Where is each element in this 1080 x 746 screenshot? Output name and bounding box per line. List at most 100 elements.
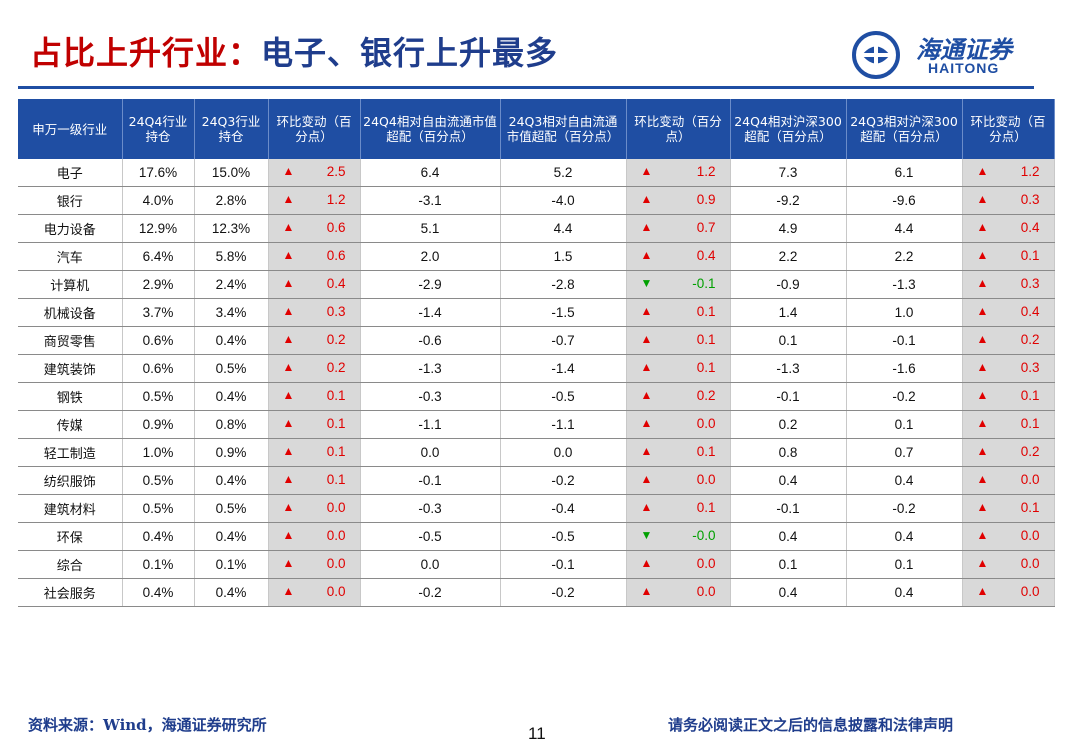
holding-change-cell: ▲ 0.1 xyxy=(268,466,361,495)
q4-holding-cell: 12.9% xyxy=(122,214,195,243)
float-overweight-change-cell: ▲ 0.0 xyxy=(626,578,731,607)
change-value: 0.4 xyxy=(1020,220,1040,235)
up-triangle-icon: ▲ xyxy=(282,164,295,178)
q3-hs300-overweight-cell: 0.4 xyxy=(846,466,963,495)
haitong-logo: 海通证券 HAITONG xyxy=(848,30,1048,80)
q3-hs300-overweight-cell: 0.7 xyxy=(846,438,963,467)
q4-float-overweight-cell: -0.5 xyxy=(360,522,501,551)
industry-name-cell: 建筑装饰 xyxy=(18,354,123,383)
q3-hs300-overweight-cell: -0.2 xyxy=(846,382,963,411)
table-row: 建筑装饰 0.6% 0.5% ▲ 0.2 -1.3 -1.4 ▲ 0.1 -1.3 -1.6 ▲ 0.3 xyxy=(18,354,1055,383)
holding-change-cell: ▲ 2.5 xyxy=(268,159,361,187)
q4-holding-cell: 2.9% xyxy=(122,270,195,299)
down-triangle-icon: ▼ xyxy=(640,276,653,290)
table-row: 汽车 6.4% 5.8% ▲ 0.6 2.0 1.5 ▲ 0.4 2.2 2.2 ▲ 0.1 xyxy=(18,242,1055,271)
header-divider xyxy=(18,86,1034,89)
hs300-overweight-change-cell: ▲ 0.0 xyxy=(962,522,1055,551)
hs300-overweight-change-cell: ▲ 0.4 xyxy=(962,214,1055,243)
q4-holding-cell: 4.0% xyxy=(122,186,195,215)
industry-name-cell: 环保 xyxy=(18,522,123,551)
up-triangle-icon: ▲ xyxy=(976,276,989,290)
industry-name-cell: 电子 xyxy=(18,159,123,187)
col-header: 24Q4相对自由流通市值超配（百分点） xyxy=(360,99,501,159)
up-triangle-icon: ▲ xyxy=(640,584,653,598)
change-value: 0.2 xyxy=(326,332,346,347)
change-value: 0.6 xyxy=(326,220,346,235)
up-triangle-icon: ▲ xyxy=(640,192,653,206)
col-header: 环比变动（百分点） xyxy=(626,99,731,159)
change-value: 0.1 xyxy=(696,500,716,515)
change-value: 0.2 xyxy=(1020,444,1040,459)
q4-holding-cell: 0.5% xyxy=(122,382,195,411)
haitong-emblem-icon xyxy=(852,31,900,79)
hs300-overweight-change-cell: ▲ 0.2 xyxy=(962,326,1055,355)
float-overweight-change-cell: ▲ 0.2 xyxy=(626,382,731,411)
up-triangle-icon: ▲ xyxy=(282,500,295,514)
change-value: 0.1 xyxy=(696,360,716,375)
q3-float-overweight-cell: -2.8 xyxy=(500,270,627,299)
page-title-rest: 电子、银行上升最多 xyxy=(261,34,559,72)
hs300-overweight-change-cell: ▲ 0.4 xyxy=(962,298,1055,327)
industry-name-cell: 轻工制造 xyxy=(18,438,123,467)
change-value: 0.1 xyxy=(326,416,346,431)
q4-hs300-overweight-cell: 0.1 xyxy=(730,550,847,579)
q3-holding-cell: 0.4% xyxy=(194,466,269,495)
up-triangle-icon: ▲ xyxy=(976,220,989,234)
change-value: -0.0 xyxy=(692,528,716,543)
float-overweight-change-cell: ▲ 0.1 xyxy=(626,354,731,383)
up-triangle-icon: ▲ xyxy=(976,528,989,542)
q3-hs300-overweight-cell: -1.3 xyxy=(846,270,963,299)
up-triangle-icon: ▲ xyxy=(640,304,653,318)
q3-holding-cell: 15.0% xyxy=(194,159,269,187)
q3-float-overweight-cell: -0.1 xyxy=(500,550,627,579)
hs300-overweight-change-cell: ▲ 0.3 xyxy=(962,354,1055,383)
q3-holding-cell: 0.4% xyxy=(194,382,269,411)
q4-hs300-overweight-cell: 0.1 xyxy=(730,326,847,355)
change-value: 0.6 xyxy=(326,248,346,263)
float-overweight-change-cell: ▲ 0.9 xyxy=(626,186,731,215)
q4-hs300-overweight-cell: -0.1 xyxy=(730,382,847,411)
change-value: 0.1 xyxy=(696,332,716,347)
change-value: 0.0 xyxy=(1020,472,1040,487)
float-overweight-change-cell: ▲ 0.0 xyxy=(626,466,731,495)
table-row: 计算机 2.9% 2.4% ▲ 0.4 -2.9 -2.8 ▼ -0.1 -0.9 -1.3 ▲ 0.3 xyxy=(18,270,1055,299)
q3-holding-cell: 0.4% xyxy=(194,522,269,551)
q3-holding-cell: 5.8% xyxy=(194,242,269,271)
up-triangle-icon: ▲ xyxy=(976,192,989,206)
up-triangle-icon: ▲ xyxy=(640,360,653,374)
q3-float-overweight-cell: -0.2 xyxy=(500,466,627,495)
table-row: 环保 0.4% 0.4% ▲ 0.0 -0.5 -0.5 ▼ -0.0 0.4 0.4 ▲ 0.0 xyxy=(18,522,1055,551)
q3-hs300-overweight-cell: 0.1 xyxy=(846,550,963,579)
up-triangle-icon: ▲ xyxy=(976,304,989,318)
table-row: 纺织服饰 0.5% 0.4% ▲ 0.1 -0.1 -0.2 ▲ 0.0 0.4 0.4 ▲ 0.0 xyxy=(18,466,1055,495)
change-value: 0.2 xyxy=(326,360,346,375)
up-triangle-icon: ▲ xyxy=(282,220,295,234)
change-value: 0.0 xyxy=(696,416,716,431)
float-overweight-change-cell: ▲ 0.0 xyxy=(626,550,731,579)
change-value: 0.1 xyxy=(326,388,346,403)
q3-hs300-overweight-cell: 6.1 xyxy=(846,159,963,187)
q4-hs300-overweight-cell: -0.9 xyxy=(730,270,847,299)
industry-name-cell: 商贸零售 xyxy=(18,326,123,355)
q4-hs300-overweight-cell: 4.9 xyxy=(730,214,847,243)
q4-holding-cell: 6.4% xyxy=(122,242,195,271)
q4-hs300-overweight-cell: 0.8 xyxy=(730,438,847,467)
logo-name-cn: 海通证券 xyxy=(916,35,1012,64)
q4-float-overweight-cell: -0.1 xyxy=(360,466,501,495)
up-triangle-icon: ▲ xyxy=(976,388,989,402)
q4-float-overweight-cell: -2.9 xyxy=(360,270,501,299)
page-title-highlight: 占比上升行业： xyxy=(30,34,262,72)
holding-change-cell: ▲ 0.0 xyxy=(268,522,361,551)
q4-hs300-overweight-cell: 0.4 xyxy=(730,522,847,551)
table-row: 钢铁 0.5% 0.4% ▲ 0.1 -0.3 -0.5 ▲ 0.2 -0.1 -0.2 ▲ 0.1 xyxy=(18,382,1055,411)
table-row: 综合 0.1% 0.1% ▲ 0.0 0.0 -0.1 ▲ 0.0 0.1 0.1 ▲ 0.0 xyxy=(18,550,1055,579)
up-triangle-icon: ▲ xyxy=(640,416,653,430)
float-overweight-change-cell: ▲ 1.2 xyxy=(626,159,731,187)
up-triangle-icon: ▲ xyxy=(640,500,653,514)
q4-holding-cell: 0.9% xyxy=(122,410,195,439)
holding-change-cell: ▲ 1.2 xyxy=(268,186,361,215)
up-triangle-icon: ▲ xyxy=(282,276,295,290)
change-value: 0.1 xyxy=(1020,388,1040,403)
q4-float-overweight-cell: 2.0 xyxy=(360,242,501,271)
holding-change-cell: ▲ 0.1 xyxy=(268,410,361,439)
